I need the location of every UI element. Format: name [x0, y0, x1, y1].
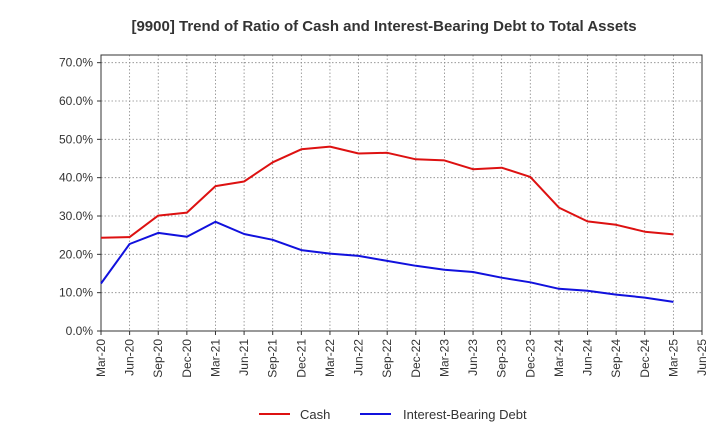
- chart-title: [9900] Trend of Ratio of Cash and Intere…: [131, 18, 636, 35]
- x-tick-label: Mar-24: [552, 339, 566, 377]
- x-tick-label: Sep-20: [151, 339, 165, 378]
- x-tick-label: Mar-20: [94, 339, 108, 377]
- x-tick-label: Sep-21: [266, 339, 280, 378]
- x-tick-label: Jun-22: [352, 339, 366, 376]
- y-tick-label: 60.0%: [59, 94, 93, 108]
- x-tick-label: Dec-20: [180, 339, 194, 378]
- x-tick-label: Mar-22: [323, 339, 337, 377]
- y-axis: 0.0% 10.0% 20.0% 30.0% 40.0% 50.0% 60.0% 70.0%: [59, 56, 101, 338]
- series-line-interest-bearing-debt: [100, 220, 674, 303]
- x-tick-label: Jun-21: [237, 339, 251, 376]
- x-tick-label: Sep-22: [380, 339, 394, 378]
- y-tick-label: 10.0%: [59, 286, 93, 300]
- y-tick-label: 40.0%: [59, 171, 93, 185]
- x-tick-label: Dec-23: [523, 339, 537, 378]
- series-lines: [100, 145, 674, 303]
- legend: Cash Interest-Bearing Debt: [259, 407, 527, 422]
- x-tick-label: Jun-25: [695, 339, 709, 376]
- x-tick-label: Jun-23: [466, 339, 480, 376]
- x-tick-label: Jun-24: [581, 339, 595, 376]
- x-axis: Mar-20 Jun-20 Sep-20 Dec-20 Mar-21 Jun-21 Sep-…: [94, 331, 709, 378]
- x-tick-label: Mar-23: [437, 339, 451, 377]
- y-tick-label: 20.0%: [59, 247, 93, 261]
- legend-label-cash: Cash: [300, 407, 330, 422]
- x-tick-label: Sep-23: [495, 339, 509, 378]
- x-tick-label: Sep-24: [609, 339, 623, 378]
- y-tick-label: 70.0%: [59, 56, 93, 70]
- x-tick-label: Dec-24: [638, 339, 652, 378]
- x-tick-label: Mar-25: [666, 339, 680, 377]
- x-tick-label: Dec-22: [409, 339, 423, 378]
- y-tick-label: 30.0%: [59, 209, 93, 223]
- x-tick-label: Jun-20: [123, 339, 137, 376]
- y-tick-label: 50.0%: [59, 132, 93, 146]
- grid: [100, 55, 703, 332]
- x-tick-label: Dec-21: [294, 339, 308, 378]
- legend-label-debt: Interest-Bearing Debt: [403, 407, 527, 422]
- series-line-cash: [100, 145, 674, 239]
- plot-area: [100, 54, 703, 332]
- x-tick-label: Mar-21: [208, 339, 222, 377]
- y-tick-label: 0.0%: [66, 324, 94, 338]
